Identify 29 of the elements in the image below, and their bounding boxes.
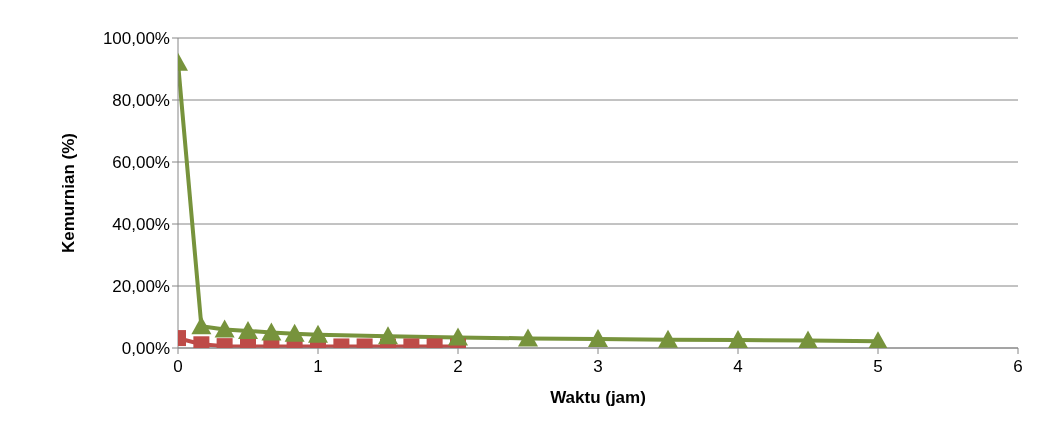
y-tick-label: 40,00% [112,215,170,235]
point [261,322,282,341]
point [728,329,748,348]
x-tick-label: 5 [873,357,883,376]
point [238,320,258,339]
point [588,329,608,348]
point [868,331,888,348]
y-axis-title: Kemurnian (%) [59,133,79,253]
y-tick-label: 100,00% [102,29,170,49]
point [308,324,328,343]
point [284,323,305,342]
x-tick-label: 6 [1013,357,1023,376]
y-tick-label: 80,00% [112,91,170,111]
x-tick-label: 0 [173,357,183,376]
point [191,316,212,335]
y-tick-label: 60,00% [112,153,170,173]
point [518,328,538,347]
x-tick-label: 1 [313,357,323,376]
point [378,326,398,345]
point [798,330,818,348]
x-axis-title: Waktu (jam) [550,388,646,407]
point [214,319,235,338]
y-tick-label: 0,00% [121,339,170,359]
x-tick-label: 4 [733,357,743,376]
x-tick-label: 2 [453,357,463,376]
point [448,327,468,346]
x-tick-label: 3 [593,357,603,376]
point [658,329,678,348]
y-tick-label: 20,00% [112,277,170,297]
